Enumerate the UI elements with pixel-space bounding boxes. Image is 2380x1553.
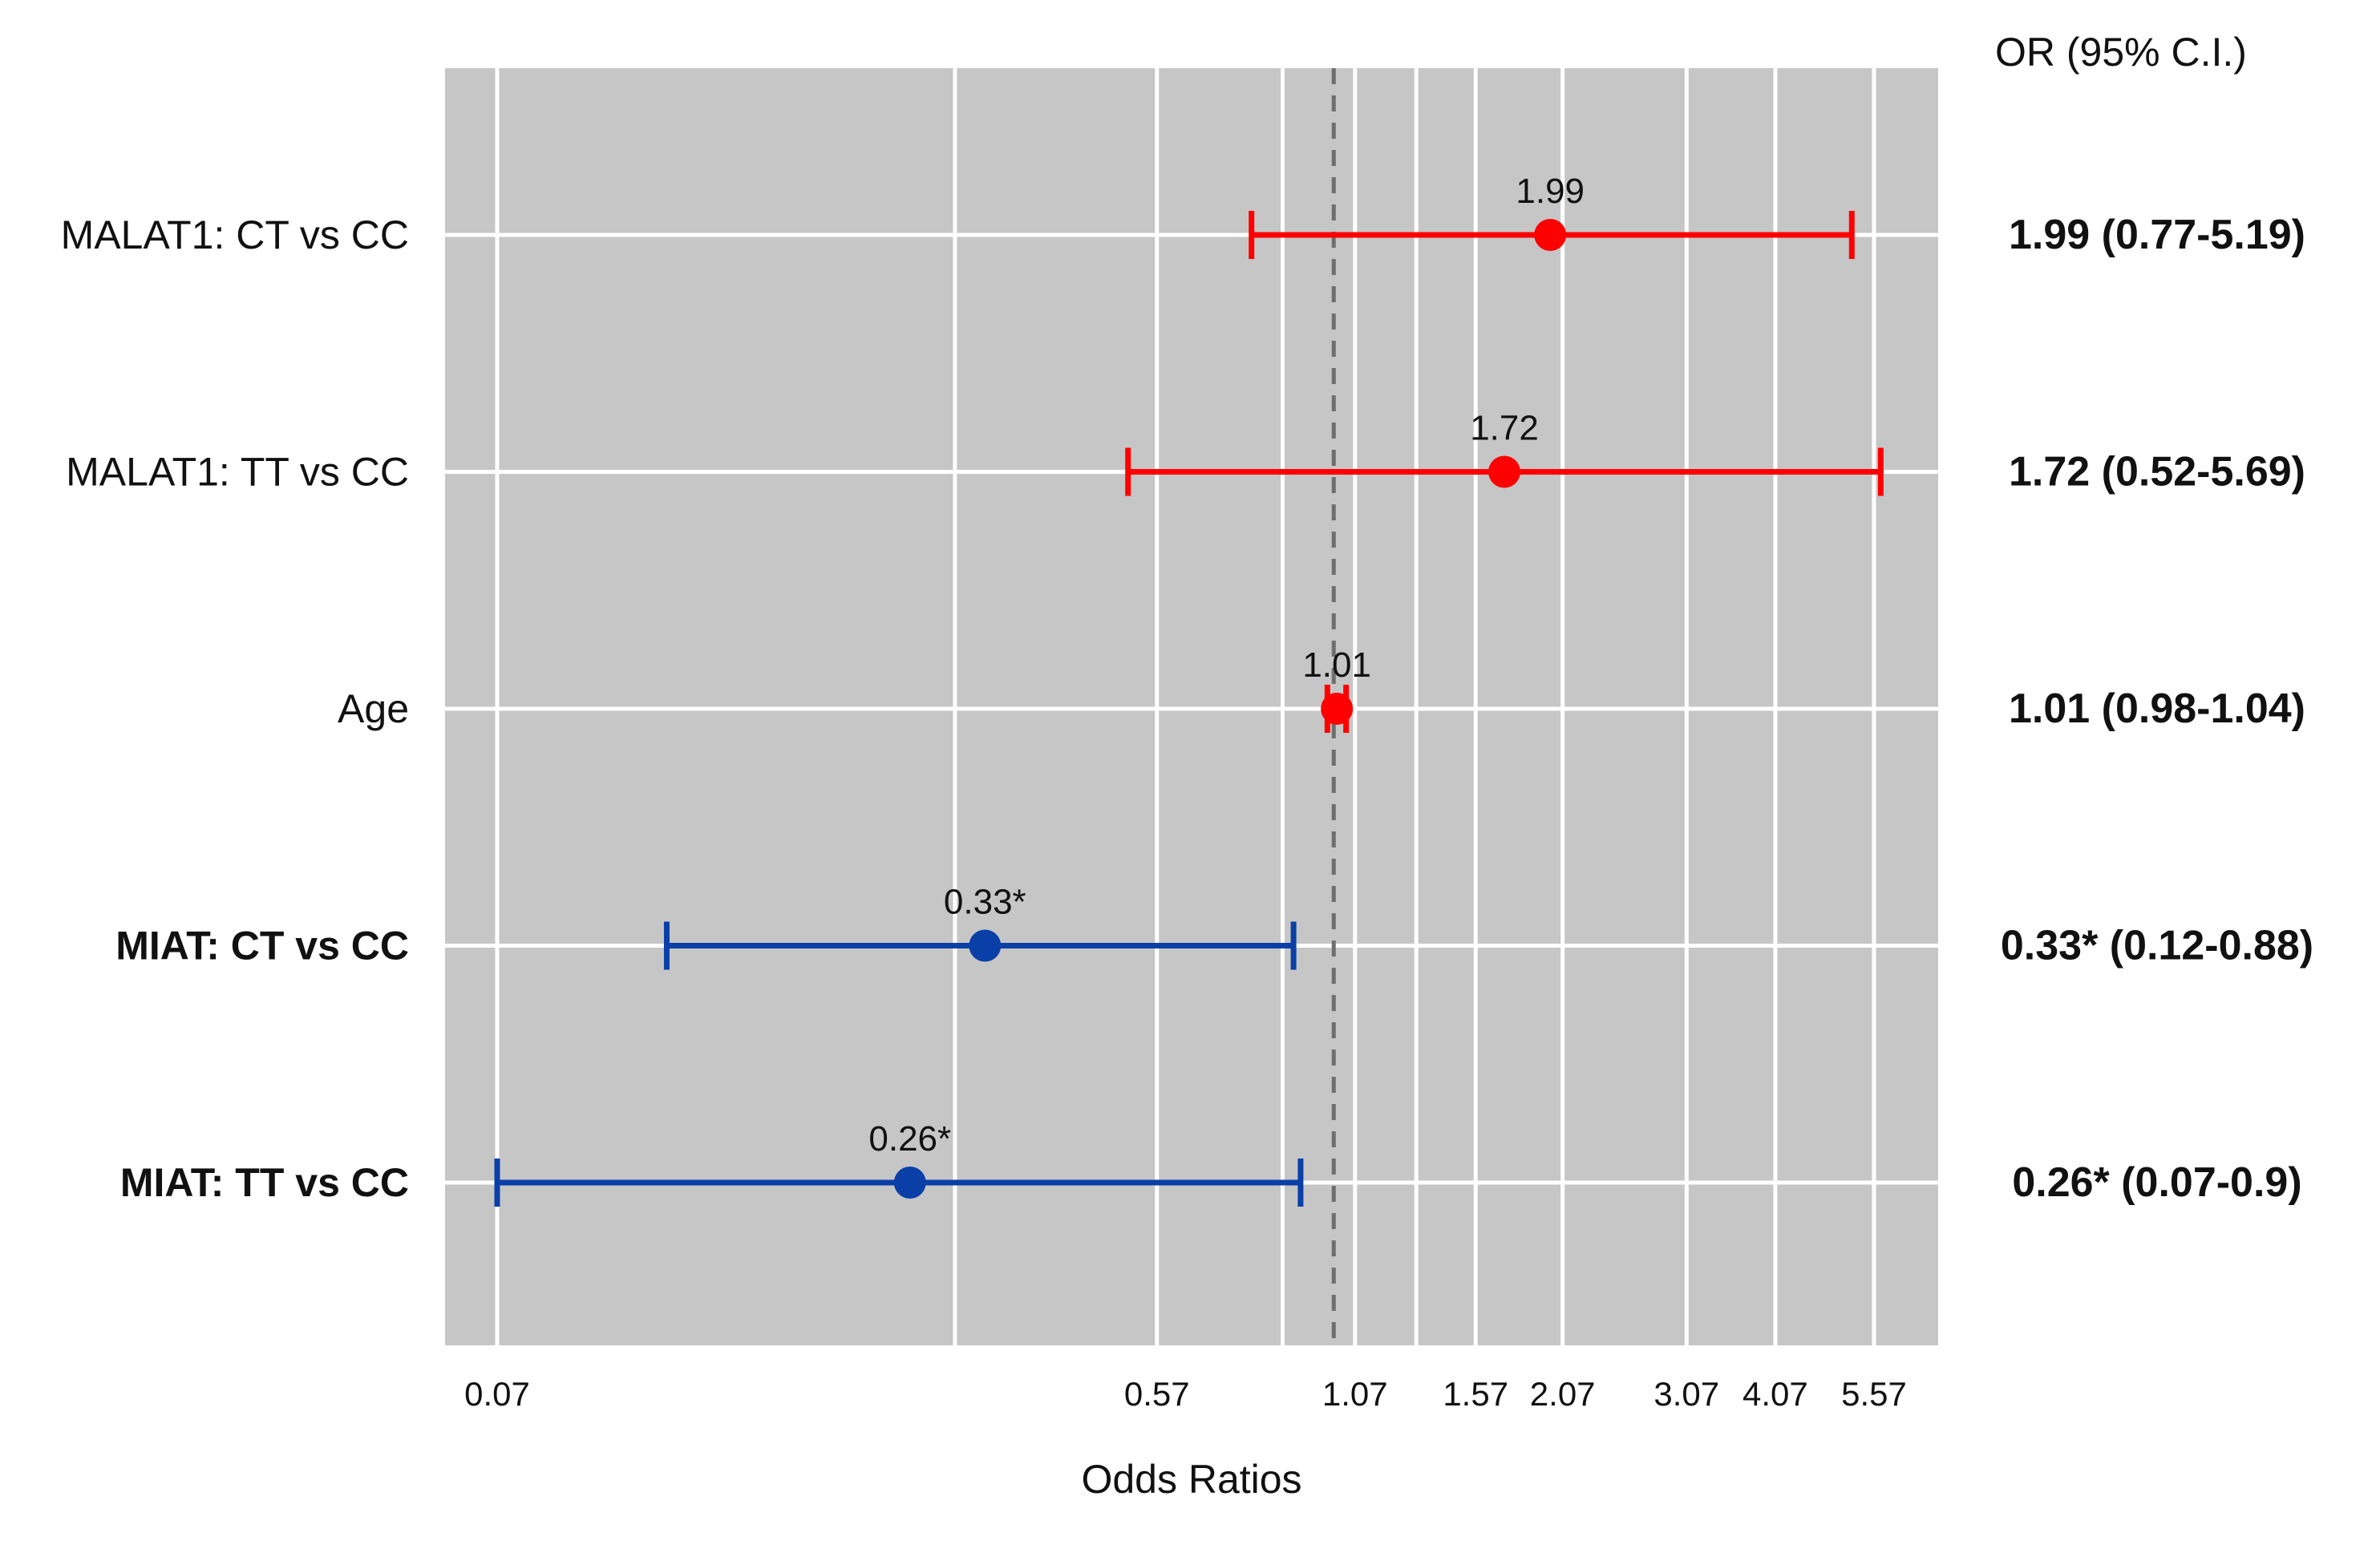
row-label: MIAT: TT vs CC bbox=[120, 1160, 409, 1205]
forest-row: MALAT1: CT vs CC 1.99 1.99 (0.77-5.19) bbox=[61, 172, 2305, 259]
forest-row: MIAT: TT vs CC 0.26* 0.26* (0.07-0.9) bbox=[120, 1119, 2302, 1207]
x-tick-label: 1.57 bbox=[1443, 1375, 1508, 1413]
x-axis-label: Odds Ratios bbox=[1081, 1457, 1301, 1502]
x-tick-labels: 0.07 0.57 1.07 1.57 2.07 3.07 4.07 5.57 bbox=[464, 1375, 1907, 1413]
or-point-label: 1.01 bbox=[1302, 645, 1371, 685]
or-point bbox=[969, 929, 1002, 962]
x-tick-label: 0.07 bbox=[464, 1375, 530, 1413]
or-ci-summary: 1.72 (0.52-5.69) bbox=[2009, 449, 2305, 495]
x-tick-label: 1.07 bbox=[1322, 1375, 1388, 1413]
row-label: Age bbox=[338, 686, 409, 731]
or-point bbox=[1321, 693, 1354, 725]
forest-row: MIAT: CT vs CC 0.33* 0.33* (0.12-0.88) bbox=[115, 883, 2313, 970]
or-point bbox=[893, 1167, 926, 1199]
or-point bbox=[1534, 219, 1567, 251]
or-ci-header: OR (95% C.I.) bbox=[1995, 30, 2247, 75]
or-ci-summary: 1.01 (0.98-1.04) bbox=[2009, 686, 2305, 732]
or-ci-summary: 0.26* (0.07-0.9) bbox=[2012, 1159, 2301, 1206]
forest-row: MALAT1: TT vs CC 1.72 1.72 (0.52-5.69) bbox=[66, 409, 2305, 496]
x-tick-label: 5.57 bbox=[1841, 1375, 1907, 1413]
x-tick-label: 4.07 bbox=[1742, 1375, 1808, 1413]
or-point-label: 1.99 bbox=[1516, 172, 1585, 211]
or-point-label: 0.33* bbox=[944, 883, 1026, 922]
or-ci-summary: 1.99 (0.77-5.19) bbox=[2009, 212, 2305, 258]
x-tick-label: 0.57 bbox=[1124, 1375, 1190, 1413]
forest-row: Age 1.01 1.01 (0.98-1.04) bbox=[338, 645, 2305, 733]
or-ci-summary: 0.33* (0.12-0.88) bbox=[2001, 923, 2313, 969]
or-point-label: 1.72 bbox=[1470, 409, 1539, 448]
row-label: MALAT1: CT vs CC bbox=[61, 212, 409, 257]
or-point-label: 0.26* bbox=[868, 1119, 951, 1159]
forest-rows: MALAT1: CT vs CC1.991.99 (0.77-5.19)MALA… bbox=[61, 172, 2313, 1207]
row-label: MALAT1: TT vs CC bbox=[66, 450, 409, 495]
x-tick-label: 2.07 bbox=[1530, 1375, 1596, 1413]
x-tick-label: 3.07 bbox=[1653, 1375, 1719, 1413]
or-point bbox=[1488, 455, 1521, 488]
row-label: MIAT: CT vs CC bbox=[115, 924, 409, 969]
